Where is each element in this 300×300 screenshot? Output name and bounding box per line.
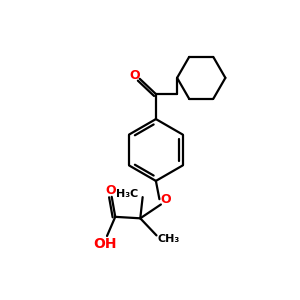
Text: CH₃: CH₃ bbox=[158, 234, 180, 244]
Text: OH: OH bbox=[93, 237, 116, 251]
Text: H₃C: H₃C bbox=[116, 189, 139, 199]
Text: O: O bbox=[105, 184, 116, 197]
Text: O: O bbox=[160, 193, 171, 206]
Text: O: O bbox=[129, 69, 140, 82]
